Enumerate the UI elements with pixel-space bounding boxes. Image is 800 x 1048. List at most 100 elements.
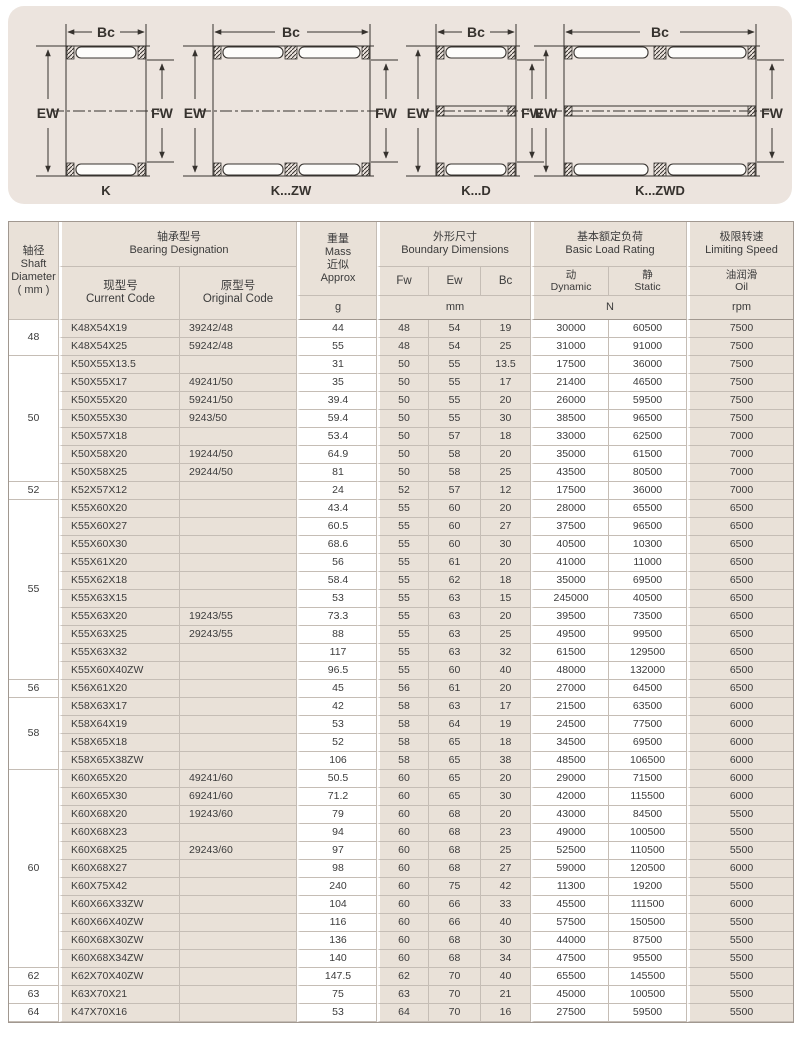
oil-speed-cell: 6000 [687, 770, 794, 788]
static-load-cell: 145500 [609, 968, 688, 986]
ew-dimension-label: EW [407, 105, 430, 121]
bc-cell: 40 [481, 662, 532, 680]
oil-speed-cell: 7000 [687, 464, 794, 482]
table-row: K55X63X25 29243/55 88 55 63 25 49500 99500 6500 [9, 626, 794, 644]
mass-cell: 31 [297, 356, 378, 374]
current-code-cell: K55X61X20 [59, 554, 180, 572]
bc-dimension-label: Bc [97, 24, 115, 40]
fw-cell: 58 [377, 698, 430, 716]
ew-cell: 63 [429, 644, 482, 662]
original-code-cell [180, 878, 298, 896]
bc-cell: 27 [481, 518, 532, 536]
original-code-cell [180, 914, 298, 932]
dynamic-load-cell: 26000 [531, 392, 610, 410]
oil-speed-cell: 7000 [687, 428, 794, 446]
fw-cell: 55 [377, 518, 430, 536]
current-code-cell: K48X54X25 [59, 338, 180, 356]
static-load-cell: 73500 [609, 608, 688, 626]
fw-cell: 58 [377, 716, 430, 734]
bearing-diagrams-drawing: Bc EW FW K Bc EW FW [36, 24, 784, 198]
dynamic-load-cell: 52500 [531, 842, 610, 860]
oil-speed-cell: 7500 [687, 410, 794, 428]
ew-cell: 54 [429, 320, 482, 338]
current-code-cell: K58X64X19 [59, 716, 180, 734]
static-load-cell: 59500 [609, 1004, 688, 1022]
original-code-cell [180, 680, 298, 698]
current-code-cell: K63X70X21 [59, 986, 180, 1004]
ew-cell: 60 [429, 518, 482, 536]
header-dynamic-load: 动 Dynamic [531, 267, 610, 296]
static-load-cell: 120500 [609, 860, 688, 878]
ew-dimension-label: EW [37, 105, 60, 121]
ew-cell: 65 [429, 752, 482, 770]
fw-cell: 60 [377, 950, 430, 968]
table-row: K55X60X27 60.5 55 60 27 37500 96500 6500 [9, 518, 794, 536]
shaft-diameter-cell: 60 [9, 770, 59, 968]
table-row: K55X62X18 58.4 55 62 18 35000 69500 6500 [9, 572, 794, 590]
bc-cell: 25 [481, 626, 532, 644]
fw-cell: 55 [377, 500, 430, 518]
dynamic-load-cell: 11300 [531, 878, 610, 896]
fw-cell: 50 [377, 464, 430, 482]
diagram-K-D: Bc EW FW K...D [406, 24, 544, 198]
static-load-cell: 71500 [609, 770, 688, 788]
oil-speed-cell: 6000 [687, 734, 794, 752]
fw-dimension-label: FW [761, 105, 784, 121]
dynamic-load-cell: 27000 [531, 680, 610, 698]
table-row: K50X58X20 19244/50 64.9 50 58 20 35000 61500 700… [9, 446, 794, 464]
current-code-cell: K50X55X30 [59, 410, 180, 428]
mass-cell: 94 [297, 824, 378, 842]
ew-cell: 66 [429, 896, 482, 914]
diagram-type-label: K...D [461, 183, 491, 198]
table-row: K60X68X27 98 60 68 27 59000 120500 6000 [9, 860, 794, 878]
fw-cell: 50 [377, 392, 430, 410]
current-code-cell: K55X62X18 [59, 572, 180, 590]
original-code-cell [180, 662, 298, 680]
mass-cell: 68.6 [297, 536, 378, 554]
ew-cell: 60 [429, 500, 482, 518]
static-load-cell: 80500 [609, 464, 688, 482]
mass-cell: 106 [297, 752, 378, 770]
fw-cell: 58 [377, 752, 430, 770]
table-row: K60X66X33ZW 104 60 66 33 45500 111500 6000 [9, 896, 794, 914]
header-ew: Ew [429, 267, 482, 296]
header-current-code: 现型号 Current Code [59, 267, 180, 320]
mass-cell: 24 [297, 482, 378, 500]
oil-speed-cell: 5500 [687, 1004, 794, 1022]
current-code-cell: K55X63X25 [59, 626, 180, 644]
bc-cell: 17 [481, 374, 532, 392]
mass-cell: 53 [297, 716, 378, 734]
ew-cell: 68 [429, 824, 482, 842]
original-code-cell [180, 1004, 298, 1022]
mass-cell: 104 [297, 896, 378, 914]
original-code-cell [180, 644, 298, 662]
oil-speed-cell: 6500 [687, 500, 794, 518]
ew-cell: 55 [429, 392, 482, 410]
bc-cell: 33 [481, 896, 532, 914]
original-code-cell: 9243/50 [180, 410, 298, 428]
mass-cell: 35 [297, 374, 378, 392]
fw-cell: 55 [377, 644, 430, 662]
static-load-cell: 36000 [609, 482, 688, 500]
original-code-cell [180, 932, 298, 950]
oil-speed-cell: 7500 [687, 374, 794, 392]
fw-cell: 55 [377, 626, 430, 644]
ew-cell: 61 [429, 680, 482, 698]
mass-cell: 58.4 [297, 572, 378, 590]
mass-cell: 79 [297, 806, 378, 824]
dynamic-load-cell: 48500 [531, 752, 610, 770]
fw-dimension-label: FW [521, 105, 544, 121]
fw-cell: 50 [377, 356, 430, 374]
header-limiting-speed: 极限转速 Limiting Speed [687, 222, 794, 267]
table-row: 55 K55X60X20 43.4 55 60 20 28000 65500 6500 [9, 500, 794, 680]
current-code-cell: K50X55X17 [59, 374, 180, 392]
dynamic-load-cell: 43500 [531, 464, 610, 482]
table-row: 52 K52X57X12 24 52 57 12 17500 36000 7000 [9, 482, 794, 500]
table-header: 轴径 Shaft Diameter ( mm ) 轴承型号 Bearing De… [9, 222, 794, 320]
mass-cell: 140 [297, 950, 378, 968]
bc-cell: 20 [481, 608, 532, 626]
table-row: K58X64X19 53 58 64 19 24500 77500 6000 [9, 716, 794, 734]
table-row: K55X63X20 19243/55 73.3 55 63 20 39500 73500 650… [9, 608, 794, 626]
fw-cell: 55 [377, 554, 430, 572]
header-mass: 重量 Mass 近似 Approx [297, 222, 378, 296]
